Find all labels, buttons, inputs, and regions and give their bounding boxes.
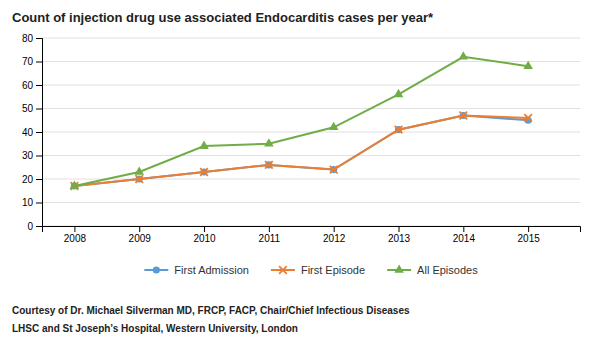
y-tick: 10	[22, 197, 42, 208]
x-tick: 2011	[259, 226, 281, 244]
legend-label: First Admission	[174, 264, 249, 276]
point	[394, 89, 404, 97]
y-tick: 50	[22, 103, 42, 114]
point	[134, 166, 144, 174]
y-tick: 60	[22, 80, 42, 91]
x-tick-label: 2015	[518, 233, 541, 244]
series-line	[74, 116, 528, 187]
x-tick-mark	[204, 226, 205, 232]
background	[0, 0, 600, 362]
point	[199, 141, 209, 149]
x-tick: 2008	[64, 226, 87, 244]
x-tick: 2009	[129, 226, 152, 244]
point	[135, 175, 143, 183]
y-tick-label: 0	[27, 221, 33, 232]
chart: Count of injection drug use associated E…	[0, 0, 600, 362]
legend-item: All Episodes	[387, 264, 478, 276]
x-tick: 2010	[193, 226, 216, 244]
x-axis: 2008 2009 2010 2011 2012 2013 2014 2015	[43, 226, 581, 244]
x-tick-label: 2008	[64, 233, 87, 244]
grid-line	[42, 179, 580, 180]
y-tick: 0	[27, 221, 42, 232]
point	[329, 122, 339, 130]
legend: First Admission First Episode All Episodes	[144, 264, 478, 276]
y-tick-label: 60	[22, 80, 34, 91]
y-tick-label: 10	[22, 197, 34, 208]
y-tick: 30	[22, 150, 42, 161]
y-tick-mark	[36, 156, 42, 157]
point	[330, 166, 338, 174]
point	[524, 114, 532, 122]
y-tick-label: 50	[22, 103, 34, 114]
x-axis-line	[43, 227, 581, 233]
y-tick-label: 30	[22, 150, 34, 161]
x-tick-mark	[528, 226, 529, 232]
x-tick-label: 2014	[453, 233, 476, 244]
grid-line	[42, 85, 580, 86]
y-tick: 20	[22, 174, 42, 185]
caption: LHSC and St Joseph’s Hospital, Western U…	[12, 323, 298, 334]
y-tick: 70	[22, 56, 42, 67]
series-line	[74, 116, 528, 187]
point	[200, 168, 208, 176]
grid	[42, 38, 580, 226]
point	[395, 126, 403, 134]
y-tick-mark	[36, 109, 42, 110]
x-tick-mark	[399, 226, 400, 232]
x-tick: 2012	[323, 226, 346, 244]
legend-label: All Episodes	[417, 264, 478, 276]
y-axis-line	[36, 39, 43, 227]
point	[264, 138, 274, 146]
y-tick-mark	[36, 203, 42, 204]
point	[265, 161, 273, 169]
x-tick: 2015	[518, 226, 541, 244]
y-tick-mark	[36, 226, 42, 227]
legend-marker	[279, 266, 287, 274]
grid-line	[42, 202, 580, 203]
grid-line	[42, 108, 580, 109]
grid-line	[42, 155, 580, 156]
caption: Courtesy of Dr. Michael Silverman MD, FR…	[12, 305, 410, 316]
x-tick-mark	[334, 226, 335, 232]
series-line	[74, 57, 528, 186]
x-tick-mark	[74, 226, 75, 232]
point	[70, 181, 80, 189]
y-axis: 0 10 20 30 40 50 60 70 80	[22, 33, 43, 232]
legend-marker	[153, 266, 160, 273]
x-tick: 2014	[453, 226, 476, 244]
point	[459, 112, 467, 120]
legend-item: First Admission	[144, 264, 249, 276]
y-tick-mark	[36, 179, 42, 180]
y-tick: 80	[22, 33, 42, 44]
y-tick-label: 40	[22, 127, 34, 138]
x-tick-label: 2011	[259, 233, 281, 244]
y-tick-label: 70	[22, 56, 34, 67]
plot-area	[70, 51, 533, 190]
x-tick: 2013	[388, 226, 411, 244]
y-tick-mark	[36, 85, 42, 86]
legend-marker	[394, 264, 404, 272]
y-tick-label: 80	[22, 33, 34, 44]
y-tick: 40	[22, 127, 42, 138]
y-tick-label: 20	[22, 174, 34, 185]
grid-line	[42, 38, 580, 39]
legend-label: First Episode	[301, 264, 365, 276]
point	[523, 61, 533, 69]
x-tick-label: 2009	[129, 233, 152, 244]
x-tick-mark	[463, 226, 464, 232]
x-tick-mark	[139, 226, 140, 232]
y-tick-mark	[36, 132, 42, 133]
title: Count of injection drug use associated E…	[12, 10, 434, 25]
y-tick-mark	[36, 62, 42, 63]
point	[459, 51, 469, 59]
y-tick-mark	[36, 38, 42, 39]
x-tick-label: 2010	[193, 233, 216, 244]
x-tick-mark	[269, 226, 270, 232]
x-tick-label: 2012	[323, 233, 346, 244]
x-tick-label: 2013	[388, 233, 411, 244]
legend-item: First Episode	[271, 264, 365, 276]
